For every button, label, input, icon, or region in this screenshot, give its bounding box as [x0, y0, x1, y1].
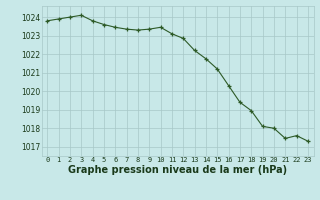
X-axis label: Graphe pression niveau de la mer (hPa): Graphe pression niveau de la mer (hPa) [68, 165, 287, 175]
